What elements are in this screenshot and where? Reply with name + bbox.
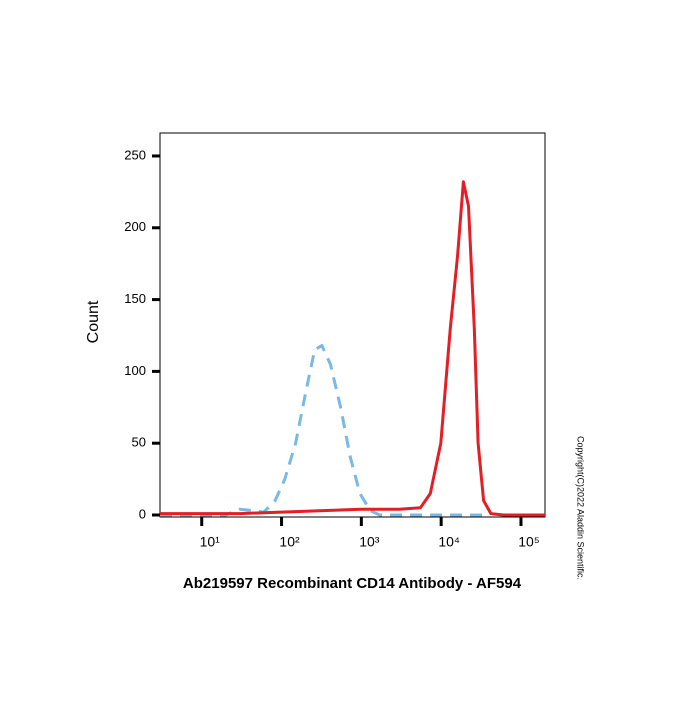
- y-tick-label: 200: [124, 219, 146, 234]
- y-tick-label: 250: [124, 147, 146, 162]
- y-axis-title: Count: [85, 300, 102, 343]
- copyright: Copyright(C)2022 Aladdin Scientific.: [576, 436, 586, 580]
- y-tick-label: 0: [139, 506, 146, 521]
- x-tick-label: 10¹: [200, 534, 221, 550]
- y-tick-label: 150: [124, 291, 146, 306]
- histogram-line: [160, 344, 490, 517]
- histogram-line: [160, 180, 545, 517]
- y-tick-label: 50: [132, 435, 146, 450]
- y-tick-label: 100: [124, 363, 146, 378]
- x-tick-label: 10⁴: [438, 534, 460, 550]
- x-tick-label: 10²: [279, 534, 300, 550]
- x-tick-label: 10⁵: [518, 534, 539, 550]
- x-tick-label: 10³: [359, 534, 380, 550]
- x-axis-title: Ab219597 Recombinant CD14 Antibody - AF5…: [183, 575, 522, 592]
- plot-frame: [159, 132, 546, 518]
